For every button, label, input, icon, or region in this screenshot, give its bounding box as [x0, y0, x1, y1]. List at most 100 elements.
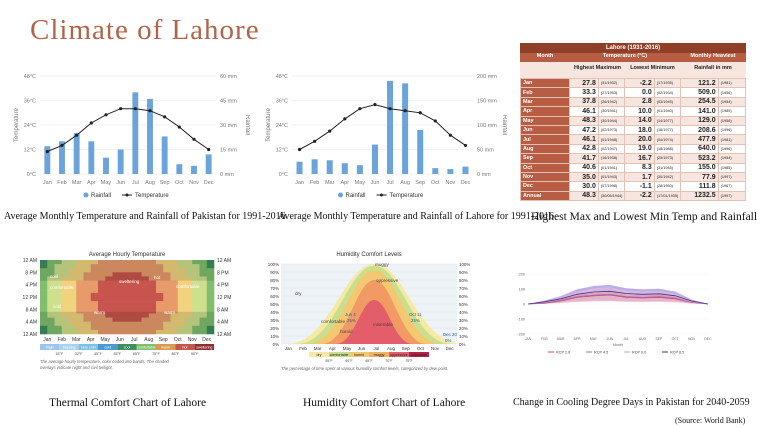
heatmap-cell	[156, 329, 164, 335]
hour-tick-right: 8 AM	[217, 307, 228, 313]
y-tick-left: 20%	[270, 326, 279, 331]
heatmap-cell	[76, 301, 84, 306]
heatmap-cell	[206, 309, 215, 314]
max-date-cell: (30/1944)	[597, 115, 626, 126]
table-caption: Highest Max and Lowest Min Temp and Rain…	[531, 211, 758, 223]
heatmap-cell	[61, 268, 70, 273]
heatmap-cell	[127, 313, 135, 318]
month-tick: APR	[574, 337, 582, 341]
heatmap-cell	[40, 321, 48, 327]
y-tick-left: 60%	[270, 294, 279, 299]
heatmap-cell	[83, 264, 92, 269]
min-date-cell: (17/01/1935)	[653, 190, 682, 202]
heatmap-cell	[163, 292, 171, 298]
hour-tick-left: 12 PM	[23, 295, 37, 301]
heatmap-cell	[163, 288, 171, 294]
max-value-cell: 35.0	[568, 171, 599, 183]
heatmap-cell	[206, 280, 215, 285]
max-date-cell: (01/1948)	[597, 134, 626, 145]
month-cell: Annual	[520, 190, 570, 202]
heatmap-cell	[69, 317, 77, 322]
legend-band-label: dry	[317, 353, 322, 357]
heatmap-cell	[148, 284, 157, 290]
month-tick: Mar	[72, 337, 81, 343]
month-tick: JUN	[607, 337, 614, 341]
heatmap-cell	[163, 268, 171, 273]
heatmap-cell	[61, 284, 70, 290]
heatmap-cell	[127, 297, 135, 302]
heatmap-cell	[47, 292, 55, 298]
heatmap-cell	[127, 309, 135, 314]
heatmap-cell	[199, 272, 208, 277]
heatmap-cell	[105, 288, 113, 294]
heatmap-cell	[112, 313, 121, 318]
min-value-cell: 1.7	[624, 171, 655, 183]
heatmap-cell	[69, 321, 77, 327]
heatmap-cell	[40, 329, 48, 335]
heatmap-cell	[112, 297, 121, 302]
legend-rainfall-label: Rainfall	[91, 193, 111, 199]
humidity-region-label: dry	[295, 291, 302, 296]
max-value-cell: 40.6	[568, 162, 599, 173]
heatmap-cell	[105, 329, 113, 335]
min-date-cell: (04/1974)	[653, 134, 682, 145]
min-date-cell: (17/1935)	[653, 77, 682, 89]
heatmap-cell	[148, 276, 157, 281]
temperature-point	[388, 107, 392, 111]
heatmap-cell	[76, 321, 84, 327]
temperature-line	[299, 104, 466, 150]
heatmap-cell	[47, 325, 55, 331]
heatmap-cell	[177, 329, 186, 335]
heatmap-cell	[127, 276, 135, 281]
heatmap-cell	[112, 284, 121, 290]
rain-value-cell: 155.0	[680, 162, 719, 173]
source-note: (Source: World Bank)	[675, 416, 746, 425]
heatmap-cell	[199, 321, 208, 327]
month-tick: JUL	[623, 337, 629, 341]
max-value-cell: 46.1	[568, 134, 599, 145]
heatmap-cell	[192, 305, 200, 310]
heatmap-cell	[54, 268, 63, 273]
y-tick-label: 12°C	[24, 148, 36, 154]
min-date-cell: (18/1977)	[653, 124, 682, 136]
y-tick-left: 100%	[268, 262, 279, 267]
month-tick: NOV	[688, 337, 696, 341]
heatmap-cell	[90, 301, 99, 306]
heatmap-cell	[40, 297, 48, 302]
heatmap-cell	[134, 268, 142, 273]
heatmap-cell	[185, 309, 193, 314]
temperature-point	[343, 117, 347, 121]
rain-value-cell: 1232.5	[680, 190, 719, 202]
humidity-region-label: humid	[340, 329, 353, 334]
heatmap-cell	[69, 272, 77, 277]
heatmap-cell	[40, 309, 48, 314]
legend-rainfall-label: Rainfall	[346, 193, 366, 199]
x-tick-label: Jan	[295, 180, 304, 186]
heatmap-cell	[98, 260, 106, 265]
y2-tick-label: 50 mm	[477, 148, 494, 154]
rain-year-cell: (1967)	[717, 181, 747, 192]
humidity-region-label: muggy	[375, 262, 389, 267]
y-axis-label: Temperature	[14, 107, 20, 141]
heatmap-cell	[192, 329, 200, 335]
heatmap-cell	[156, 309, 164, 314]
heatmap-cell	[76, 268, 84, 273]
page-title: Climate of Lahore	[30, 14, 260, 46]
heatmap-cell	[69, 325, 77, 331]
heatmap-cell	[83, 280, 92, 285]
heatmap-cell	[119, 272, 128, 277]
heatmap-cell	[69, 329, 77, 335]
heatmap-cell	[69, 288, 77, 294]
heatmap-cell	[163, 297, 171, 302]
heatmap-cell	[206, 276, 215, 281]
heatmap-cell	[98, 313, 106, 318]
heatmap-cell	[76, 305, 84, 310]
x-tick-label: Oct	[431, 180, 440, 186]
rainfall-bar	[387, 80, 394, 174]
heatmap-cell	[90, 292, 99, 298]
legend-band	[194, 344, 214, 350]
x-tick-label: Sep	[160, 180, 170, 186]
heatmap-cell	[47, 317, 55, 322]
heatmap-cell	[206, 301, 215, 306]
heatmap-cell	[47, 301, 55, 306]
